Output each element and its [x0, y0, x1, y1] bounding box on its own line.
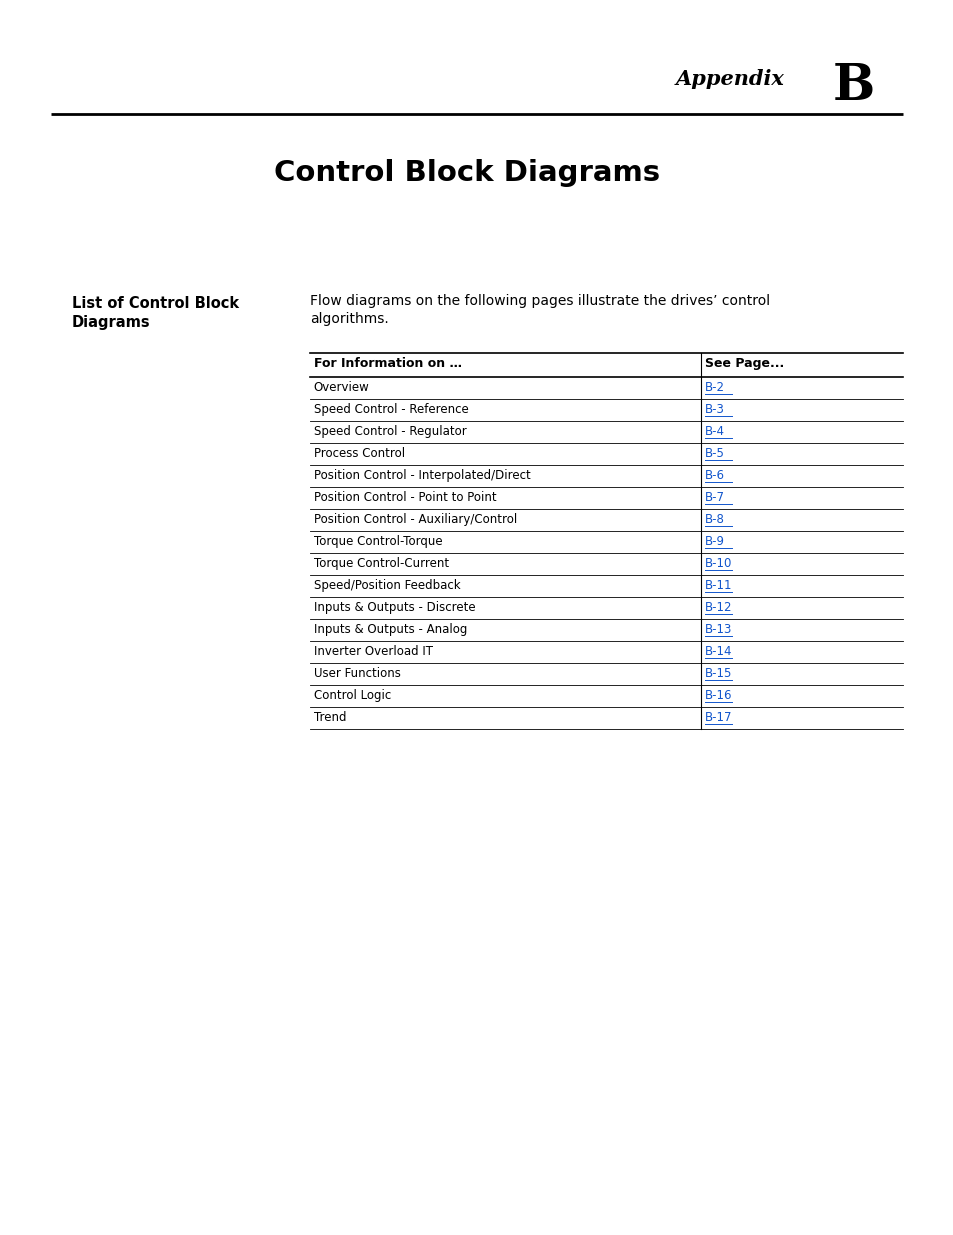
Text: B-14: B-14 [704, 645, 732, 658]
Text: Trend: Trend [314, 711, 346, 724]
Text: User Functions: User Functions [314, 667, 400, 679]
Text: Process Control: Process Control [314, 447, 405, 459]
Text: B-11: B-11 [704, 579, 732, 592]
Text: Inverter Overload IT: Inverter Overload IT [314, 645, 433, 658]
Text: B-10: B-10 [704, 557, 732, 569]
Text: B-2: B-2 [704, 380, 724, 394]
Text: Torque Control-Current: Torque Control-Current [314, 557, 449, 569]
Text: B-5: B-5 [704, 447, 724, 459]
Text: Control Logic: Control Logic [314, 689, 391, 701]
Text: Appendix: Appendix [675, 69, 791, 89]
Text: Control Block Diagrams: Control Block Diagrams [274, 159, 659, 186]
Text: Inputs & Outputs - Analog: Inputs & Outputs - Analog [314, 622, 467, 636]
Text: B-8: B-8 [704, 513, 724, 526]
Text: Torque Control-Torque: Torque Control-Torque [314, 535, 442, 548]
Text: B-17: B-17 [704, 711, 732, 724]
Text: B-6: B-6 [704, 469, 724, 482]
Text: Position Control - Auxiliary/Control: Position Control - Auxiliary/Control [314, 513, 517, 526]
Text: Speed/Position Feedback: Speed/Position Feedback [314, 579, 460, 592]
Text: See Page...: See Page... [704, 357, 783, 370]
Text: B-16: B-16 [704, 689, 732, 701]
Text: List of Control Block
Diagrams: List of Control Block Diagrams [71, 296, 238, 330]
Text: B-13: B-13 [704, 622, 732, 636]
Text: B-7: B-7 [704, 490, 724, 504]
Text: B-4: B-4 [704, 425, 724, 438]
Text: B: B [832, 62, 874, 111]
Text: Overview: Overview [314, 380, 369, 394]
Text: Flow diagrams on the following pages illustrate the drives’ control
algorithms.: Flow diagrams on the following pages ill… [310, 294, 769, 326]
Text: Speed Control - Reference: Speed Control - Reference [314, 403, 468, 416]
Text: B-15: B-15 [704, 667, 732, 679]
Text: Position Control - Interpolated/Direct: Position Control - Interpolated/Direct [314, 469, 530, 482]
Text: B-12: B-12 [704, 601, 732, 614]
Text: B-3: B-3 [704, 403, 724, 416]
Text: Inputs & Outputs - Discrete: Inputs & Outputs - Discrete [314, 601, 475, 614]
Text: Speed Control - Regulator: Speed Control - Regulator [314, 425, 466, 438]
Text: B-9: B-9 [704, 535, 724, 548]
Text: Position Control - Point to Point: Position Control - Point to Point [314, 490, 496, 504]
Text: For Information on …: For Information on … [314, 357, 461, 370]
